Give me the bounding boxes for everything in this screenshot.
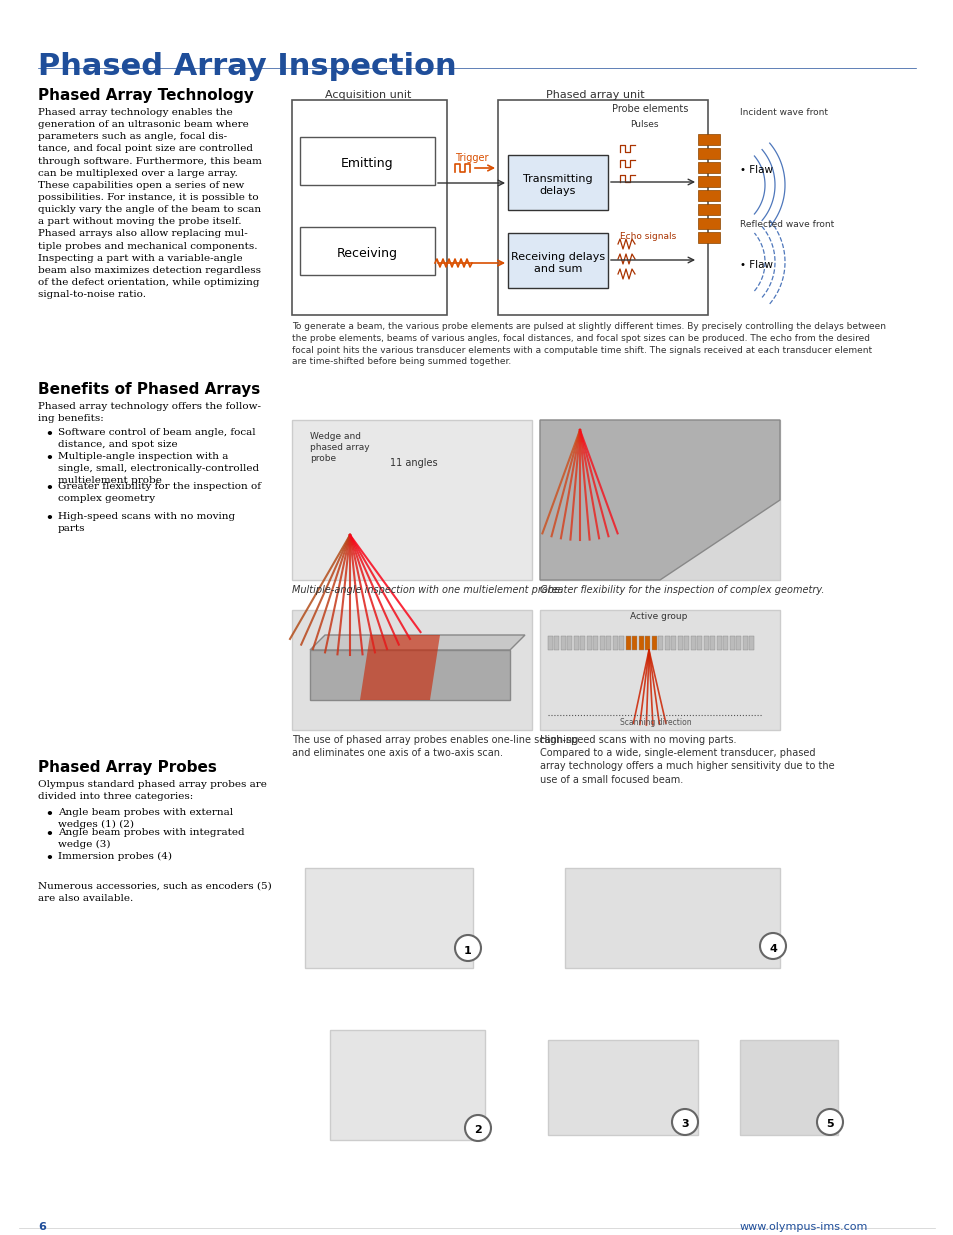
Bar — [507, 233, 607, 288]
Bar — [625, 636, 630, 650]
Text: Probe elements: Probe elements — [611, 104, 687, 114]
Text: • Flaw: • Flaw — [740, 165, 772, 175]
Bar — [554, 636, 558, 650]
Bar — [632, 636, 637, 650]
Text: Echo signals: Echo signals — [619, 232, 676, 241]
Circle shape — [760, 932, 785, 960]
Bar — [722, 636, 728, 650]
Text: High-speed scans with no moving
parts: High-speed scans with no moving parts — [58, 513, 234, 534]
Text: •: • — [45, 852, 52, 864]
Bar — [539, 420, 780, 580]
Bar — [639, 636, 643, 650]
Bar — [547, 636, 553, 650]
Text: Trigger: Trigger — [455, 153, 488, 163]
Bar — [690, 636, 696, 650]
Bar — [736, 636, 740, 650]
Bar — [698, 190, 720, 201]
Text: 5: 5 — [825, 1119, 833, 1129]
Bar — [599, 636, 604, 650]
Text: Phased Array Inspection: Phased Array Inspection — [38, 52, 456, 82]
Text: Software control of beam angle, focal
distance, and spot size: Software control of beam angle, focal di… — [58, 429, 255, 450]
Bar — [292, 420, 532, 580]
Text: High-speed scans with no moving parts.
Compared to a wide, single-element transd: High-speed scans with no moving parts. C… — [539, 735, 834, 784]
Text: Incident wave front: Incident wave front — [740, 107, 827, 117]
Text: • Flaw: • Flaw — [740, 261, 772, 270]
Text: Phased array technology enables the
generation of an ultrasonic beam where
param: Phased array technology enables the gene… — [38, 107, 262, 299]
Text: Multiple-angle inspection with a
single, small, electronically-controlled
multie: Multiple-angle inspection with a single,… — [58, 452, 259, 485]
Bar — [547, 1040, 698, 1135]
Bar — [330, 1030, 484, 1140]
Text: 3: 3 — [680, 1119, 688, 1129]
Text: Active group: Active group — [629, 613, 687, 621]
Bar — [567, 636, 572, 650]
Text: Pulses: Pulses — [629, 120, 658, 128]
Text: •: • — [45, 808, 52, 821]
Bar — [497, 100, 707, 315]
Text: Angle beam probes with external
wedges (1) (2): Angle beam probes with external wedges (… — [58, 808, 233, 830]
Bar — [292, 100, 447, 315]
Bar — [664, 636, 669, 650]
Bar — [698, 204, 720, 215]
Text: 1: 1 — [464, 946, 472, 956]
Text: Receiving: Receiving — [336, 247, 397, 259]
Text: 2: 2 — [474, 1125, 481, 1135]
Text: Phased Array Technology: Phased Array Technology — [38, 88, 253, 103]
Bar — [710, 636, 715, 650]
Text: Acquisition unit: Acquisition unit — [324, 90, 411, 100]
Text: Scanning direction: Scanning direction — [619, 718, 691, 727]
Bar — [698, 219, 720, 228]
Bar — [292, 610, 532, 730]
Bar — [651, 636, 657, 650]
Bar — [305, 868, 473, 968]
Bar — [560, 636, 565, 650]
Bar — [618, 636, 624, 650]
Text: Transmitting
delays: Transmitting delays — [522, 174, 592, 196]
Text: Wedge and
phased array
probe: Wedge and phased array probe — [310, 432, 369, 463]
Bar — [606, 636, 611, 650]
Text: •: • — [45, 452, 52, 466]
Text: Benefits of Phased Arrays: Benefits of Phased Arrays — [38, 382, 260, 396]
Bar — [749, 636, 754, 650]
Circle shape — [455, 935, 480, 961]
Circle shape — [464, 1115, 491, 1141]
Bar — [698, 232, 720, 243]
Bar — [613, 636, 618, 650]
Bar — [678, 636, 682, 650]
Polygon shape — [359, 635, 439, 700]
Bar — [729, 636, 734, 650]
Text: Numerous accessories, such as encoders (5)
are also available.: Numerous accessories, such as encoders (… — [38, 882, 272, 903]
Bar — [697, 636, 701, 650]
Bar — [698, 177, 720, 186]
Text: •: • — [45, 513, 52, 525]
Text: •: • — [45, 429, 52, 441]
Text: www.olympus-ims.com: www.olympus-ims.com — [740, 1221, 867, 1233]
Bar — [539, 610, 780, 730]
Polygon shape — [310, 650, 510, 700]
Bar — [645, 636, 650, 650]
Bar — [703, 636, 708, 650]
Bar — [684, 636, 689, 650]
Text: Greater flexibility for the inspection of
complex geometry: Greater flexibility for the inspection o… — [58, 482, 261, 503]
Text: Phased Array Probes: Phased Array Probes — [38, 760, 216, 776]
Text: To generate a beam, the various probe elements are pulsed at slightly different : To generate a beam, the various probe el… — [292, 322, 885, 367]
Text: Phased array unit: Phased array unit — [545, 90, 643, 100]
Text: 4: 4 — [768, 944, 776, 953]
Text: Receiving delays
and sum: Receiving delays and sum — [511, 252, 604, 274]
Text: Immersion probes (4): Immersion probes (4) — [58, 852, 172, 861]
Circle shape — [816, 1109, 842, 1135]
Bar — [507, 156, 607, 210]
Text: Angle beam probes with integrated
wedge (3): Angle beam probes with integrated wedge … — [58, 827, 244, 850]
Bar — [299, 227, 435, 275]
Bar — [742, 636, 747, 650]
Text: Greater flexibility for the inspection of complex geometry.: Greater flexibility for the inspection o… — [539, 585, 823, 595]
Bar — [579, 636, 585, 650]
Polygon shape — [310, 635, 524, 650]
Polygon shape — [539, 420, 780, 580]
Bar — [574, 636, 578, 650]
Text: Phased array technology offers the follow-
ing benefits:: Phased array technology offers the follo… — [38, 403, 261, 424]
Circle shape — [671, 1109, 698, 1135]
Bar — [564, 868, 780, 968]
Text: Emitting: Emitting — [340, 157, 393, 169]
Bar — [299, 137, 435, 185]
Text: Multiple-angle inspection with one multielement probe.: Multiple-angle inspection with one multi… — [292, 585, 562, 595]
